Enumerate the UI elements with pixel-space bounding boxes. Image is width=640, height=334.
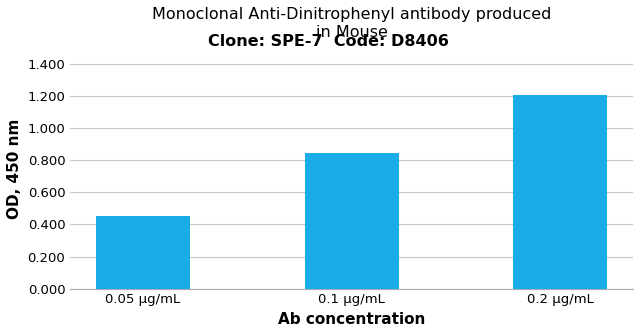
Y-axis label: OD, 450 nm: OD, 450 nm <box>7 118 22 218</box>
Bar <box>305 153 399 289</box>
Title: Monoclonal Anti-Dinitrophenyl antibody produced
in Mouse: Monoclonal Anti-Dinitrophenyl antibody p… <box>152 7 551 40</box>
X-axis label: Ab concentration: Ab concentration <box>278 312 426 327</box>
Bar <box>96 216 190 289</box>
Text: Clone: SPE-7  Code: D8406: Clone: SPE-7 Code: D8406 <box>207 34 449 49</box>
Bar <box>513 96 607 289</box>
